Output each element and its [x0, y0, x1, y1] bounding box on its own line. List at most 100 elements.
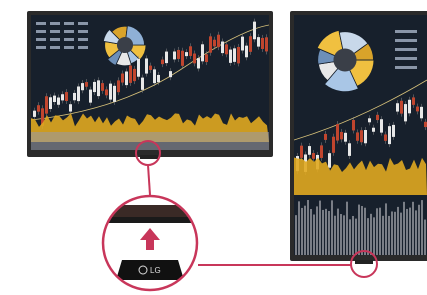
volume-bar — [424, 220, 426, 275]
candle — [213, 40, 216, 47]
callout-line — [148, 165, 150, 195]
pie-hole — [117, 37, 133, 53]
candle — [380, 119, 383, 132]
monitor-stand — [140, 155, 158, 159]
menu-item — [64, 22, 74, 25]
candle — [312, 153, 315, 159]
volume-bar — [304, 206, 306, 261]
candle — [217, 35, 220, 47]
menu-item — [50, 30, 60, 33]
candle — [181, 51, 184, 66]
logo: LG — [150, 266, 161, 275]
menu-item — [36, 22, 46, 25]
candle — [376, 115, 379, 120]
candle — [121, 74, 124, 83]
candle — [137, 59, 140, 77]
candle — [265, 37, 268, 51]
candle — [392, 125, 395, 137]
candle — [209, 36, 212, 52]
volume-bar — [346, 202, 348, 257]
volume-bar — [319, 201, 321, 256]
candle — [348, 143, 351, 156]
menu-item — [50, 22, 60, 25]
volume-bar — [361, 206, 363, 261]
candle — [69, 104, 72, 111]
menu-item — [78, 30, 88, 33]
volume-bar — [409, 208, 411, 263]
volume-bar — [397, 207, 399, 262]
candle — [332, 137, 335, 153]
candle — [177, 50, 180, 59]
menu-item — [395, 48, 417, 51]
candle — [105, 89, 108, 95]
candle — [53, 96, 56, 102]
volume-bar — [301, 208, 303, 263]
candle — [161, 60, 164, 65]
volume-bar — [367, 218, 369, 273]
candle — [416, 107, 419, 112]
candle — [77, 86, 80, 101]
candle — [165, 52, 168, 64]
monitor-stand — [355, 260, 373, 264]
candle — [408, 100, 411, 114]
candle — [237, 47, 240, 63]
candle — [336, 124, 339, 140]
volume-bar — [334, 216, 336, 271]
candle — [372, 128, 375, 132]
volume-bar — [295, 215, 297, 270]
candle — [97, 80, 100, 96]
volume-bar — [298, 201, 300, 256]
candle — [185, 52, 188, 56]
candle — [109, 84, 112, 100]
candle — [340, 132, 343, 139]
candle — [400, 101, 403, 114]
volume-bar — [385, 203, 387, 258]
candle — [253, 22, 256, 40]
candle — [65, 92, 68, 101]
menu-item — [395, 30, 417, 33]
candle — [37, 105, 40, 111]
candle — [89, 90, 92, 103]
volume-bar — [331, 200, 333, 255]
candle — [145, 58, 148, 73]
menu-item — [395, 57, 417, 60]
menu-item — [78, 22, 88, 25]
candle — [169, 71, 172, 77]
candle — [233, 48, 236, 61]
candle — [300, 146, 303, 158]
candle — [189, 46, 192, 56]
candle — [149, 66, 152, 70]
candle — [352, 120, 355, 130]
candle — [324, 134, 327, 140]
candle — [384, 134, 387, 140]
volume-bar — [316, 206, 318, 261]
candle — [173, 52, 176, 60]
volume-bar — [373, 217, 375, 272]
candle — [404, 104, 407, 121]
menu-item — [64, 46, 74, 49]
volume-bar — [379, 208, 381, 263]
candle — [229, 50, 232, 63]
candle — [153, 69, 156, 83]
candle — [412, 97, 415, 104]
menu-item — [50, 46, 60, 49]
volume-bar — [412, 202, 414, 257]
candle — [420, 107, 423, 118]
candle — [364, 130, 367, 143]
candle — [356, 132, 359, 140]
candle — [133, 69, 136, 81]
pie-hole — [333, 48, 356, 71]
candle — [360, 130, 363, 142]
menu-item — [78, 38, 88, 41]
bezel — [100, 217, 200, 223]
menu-item — [64, 30, 74, 33]
candle — [57, 98, 60, 105]
candle — [201, 44, 204, 61]
menu-item — [78, 46, 88, 49]
volume-bar — [388, 216, 390, 271]
candle — [61, 94, 64, 100]
menu-item — [36, 38, 46, 41]
candle — [81, 83, 84, 90]
candle — [320, 145, 323, 158]
candle — [193, 54, 196, 64]
